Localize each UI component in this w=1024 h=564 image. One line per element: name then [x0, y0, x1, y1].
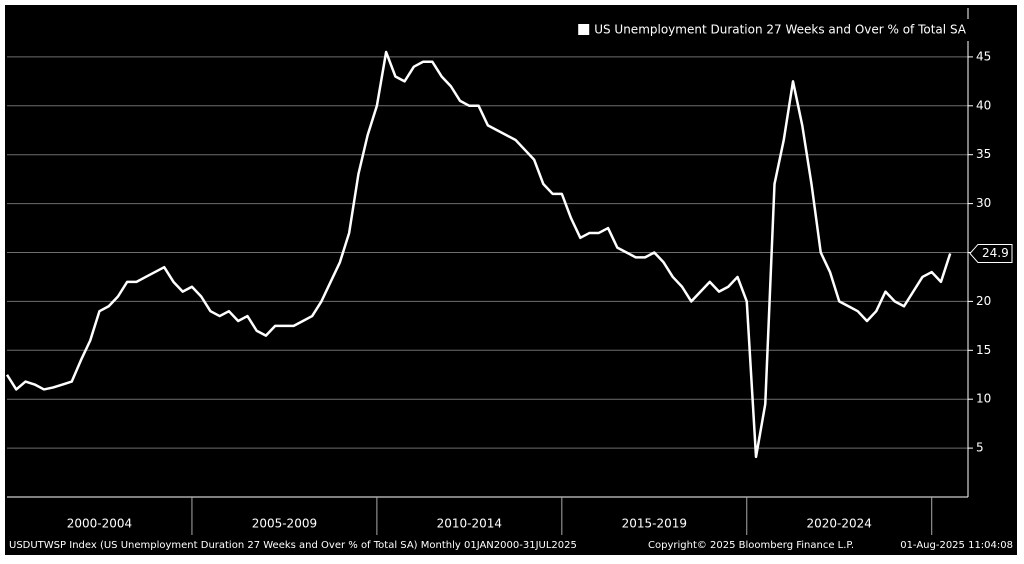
y-tick-label: 5: [976, 441, 984, 455]
legend-label: US Unemployment Duration 27 Weeks and Ov…: [594, 23, 967, 37]
y-tick-label: 35: [976, 147, 991, 161]
x-tick-label: 2005-2009: [252, 517, 317, 531]
legend-swatch: [578, 24, 590, 35]
y-tick-label: 15: [976, 343, 991, 357]
background: [5, 5, 1017, 555]
y-tick-label: 20: [976, 294, 991, 308]
y-tick-label: 45: [976, 49, 991, 63]
x-tick-label: 2020-2024: [807, 517, 872, 531]
y-tick-label: 40: [976, 98, 991, 112]
footer-copyright: Copyright© 2025 Bloomberg Finance L.P.: [648, 540, 854, 551]
data-line: [5, 50, 952, 459]
legend-box: [572, 19, 970, 41]
last-value-box: [969, 243, 1013, 263]
y-tick-label: 10: [976, 392, 991, 406]
footer-timestamp: 01-Aug-2025 11:04:08: [900, 540, 1013, 551]
x-tick-label: 2015-2019: [622, 517, 687, 531]
footer-source: USDUTWSP Index (US Unemployment Duration…: [9, 540, 577, 551]
last-value-label: 24.9: [982, 246, 1009, 260]
x-tick-label: 2010-2014: [437, 517, 502, 531]
y-tick-label: 30: [976, 196, 991, 210]
x-tick-label: 2000-2004: [67, 517, 132, 531]
